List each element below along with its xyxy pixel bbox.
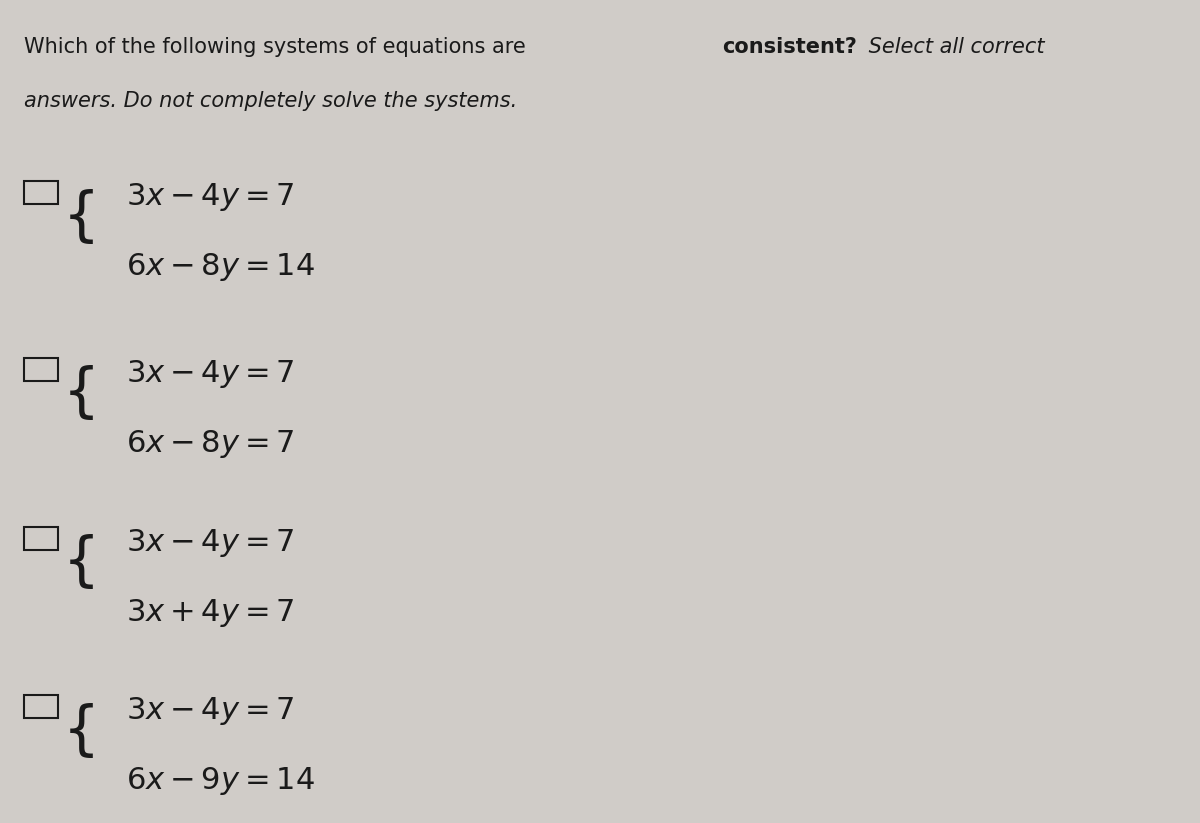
Text: Which of the following systems of equations are: Which of the following systems of equati… [24, 37, 533, 57]
Text: $\{$: $\{$ [62, 532, 94, 591]
Text: consistent?: consistent? [722, 37, 857, 57]
Text: $3x - 4y = 7$: $3x - 4y = 7$ [126, 527, 294, 559]
Text: $3x - 4y = 7$: $3x - 4y = 7$ [126, 695, 294, 728]
Text: $6x - 9y = 14$: $6x - 9y = 14$ [126, 765, 314, 797]
Text: $3x + 4y = 7$: $3x + 4y = 7$ [126, 597, 294, 629]
Text: $\{$: $\{$ [62, 187, 94, 245]
Text: $\{$: $\{$ [62, 701, 94, 760]
Text: $3x - 4y = 7$: $3x - 4y = 7$ [126, 181, 294, 213]
Bar [24, 358, 58, 381]
Text: $6x - 8y = 14$: $6x - 8y = 14$ [126, 251, 314, 283]
Bar [24, 695, 58, 718]
Text: Select all correct: Select all correct [862, 37, 1044, 57]
Bar [24, 181, 58, 204]
Bar [24, 527, 58, 550]
Text: $3x - 4y = 7$: $3x - 4y = 7$ [126, 358, 294, 390]
Text: $\{$: $\{$ [62, 364, 94, 422]
Text: answers. Do not completely solve the systems.: answers. Do not completely solve the sys… [24, 91, 517, 110]
Text: $6x - 8y = 7$: $6x - 8y = 7$ [126, 428, 294, 460]
